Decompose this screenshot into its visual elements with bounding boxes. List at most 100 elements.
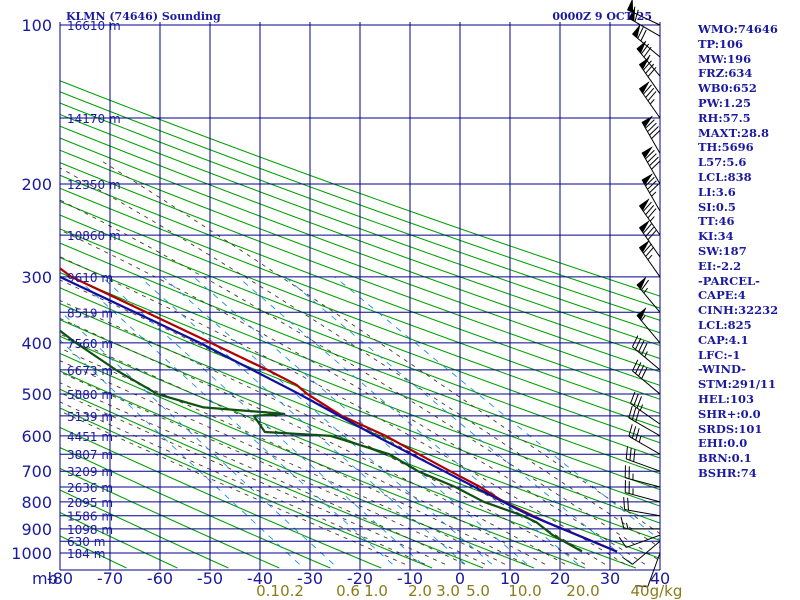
temperature-tick-label: -60 (147, 569, 173, 588)
pressure-tick-label: 300 (21, 268, 52, 287)
height-label: 14170 m (67, 112, 121, 126)
barb-staff (630, 403, 661, 425)
barb-feather (649, 126, 659, 136)
pressure-tick-label: 200 (21, 175, 52, 194)
barb-half-feather (638, 436, 642, 443)
barb-half-feather (626, 522, 629, 529)
pressure-tick-label: 900 (21, 520, 52, 539)
height-label: 7560 m (67, 337, 113, 351)
height-label: 2636 m (67, 481, 113, 495)
barb-feather (633, 449, 636, 462)
barb-feather (625, 446, 628, 459)
barb-feather (647, 208, 657, 219)
barb-feather (636, 396, 642, 409)
barb-feather (645, 119, 655, 129)
temperature-tick-label: -50 (197, 569, 223, 588)
barb-feather (651, 160, 661, 170)
barb-feather (618, 536, 627, 548)
temperature-tick-label: 40 (650, 569, 670, 588)
barb-staff (647, 552, 661, 587)
wind-barb (636, 40, 661, 77)
wind-barb (638, 240, 661, 278)
wind-barb (638, 81, 661, 119)
barb-feather (640, 29, 647, 42)
barb-feather (634, 9, 639, 22)
wind-barb (628, 424, 661, 455)
dry-adiabat (60, 149, 660, 373)
dewpoint-line (60, 329, 583, 553)
mixing-ratio-line (162, 276, 493, 565)
barb-feather (620, 516, 625, 529)
wind-barb (618, 534, 661, 548)
barb-feather (649, 183, 659, 194)
mixing-ratio-line (60, 339, 300, 565)
dry-adiabat (60, 228, 660, 459)
dry-adiabat (60, 257, 660, 491)
pressure-tick-label: 700 (21, 462, 52, 481)
barb-feather (642, 223, 652, 234)
moist-adiabat (60, 401, 426, 565)
dry-adiabat (60, 426, 382, 569)
height-label: 9610 m (67, 271, 113, 285)
barb-pennant (632, 24, 641, 39)
barb-feather (645, 63, 655, 74)
pressure-tick-label: 1000 (11, 544, 52, 563)
barb-feather (633, 394, 639, 406)
barb-feather (642, 60, 652, 71)
barb-pennant (636, 276, 647, 290)
barb-staff (625, 477, 661, 488)
barb-feather (640, 43, 650, 55)
height-label: 16610 m (67, 19, 121, 33)
height-label: 12350 m (67, 178, 121, 192)
wind-barb (638, 220, 661, 258)
dry-adiabat (60, 407, 433, 569)
barb-staff (632, 540, 661, 565)
barb-staff (625, 492, 661, 503)
moist-adiabat (60, 392, 446, 565)
station-title: KLMN (74646) Sounding (66, 10, 221, 23)
wind-barb (624, 465, 661, 488)
wind-barb (641, 173, 661, 212)
dry-adiabat (60, 200, 660, 429)
barb-pennant (641, 173, 653, 186)
barb-feather (647, 230, 657, 241)
barb-feather (645, 246, 655, 257)
index-line: TP:106 (698, 36, 744, 51)
moist-adiabat (60, 199, 660, 562)
barb-pennant (639, 81, 650, 94)
temperature-tick-label: 10 (500, 569, 520, 588)
barb-feather (641, 367, 648, 379)
mixing-ratio-label: 0.6 (336, 582, 360, 600)
dry-adiabat (60, 335, 637, 569)
moist-adiabat (60, 167, 660, 549)
index-line: LFC:-1 (698, 347, 741, 362)
barb-feather (635, 409, 640, 423)
wind-barb (628, 405, 661, 437)
dry-adiabat (60, 214, 660, 444)
height-label: 184 m (67, 547, 105, 561)
dry-adiabat (60, 467, 280, 569)
wind-barb (630, 391, 661, 425)
dry-adiabat (60, 489, 229, 569)
wind-barb (641, 146, 661, 185)
barb-feather (627, 497, 629, 511)
index-line: WB0:652 (698, 81, 757, 96)
dry-adiabat (60, 370, 535, 569)
barb-pennant (627, 0, 634, 13)
barb-staff (628, 435, 661, 455)
height-label: 10860 m (67, 229, 121, 243)
barb-half-feather (647, 254, 653, 261)
barb-feather (623, 497, 626, 510)
barb-pennant (636, 307, 647, 321)
wind-barb (624, 480, 661, 503)
barb-pennant (628, 7, 636, 22)
barb-feather (647, 91, 657, 102)
index-line: LCL:838 (698, 169, 752, 184)
temperature-tick-label: 30 (600, 569, 620, 588)
barb-feather (645, 176, 655, 187)
barb-pennant (641, 146, 653, 159)
barb-feather (645, 87, 655, 98)
index-line: MW:196 (698, 51, 752, 66)
indices-panel: WMO:74646 TP:106 MW:196 FRZ:634 WB0:652 PW:1.… (698, 22, 798, 481)
